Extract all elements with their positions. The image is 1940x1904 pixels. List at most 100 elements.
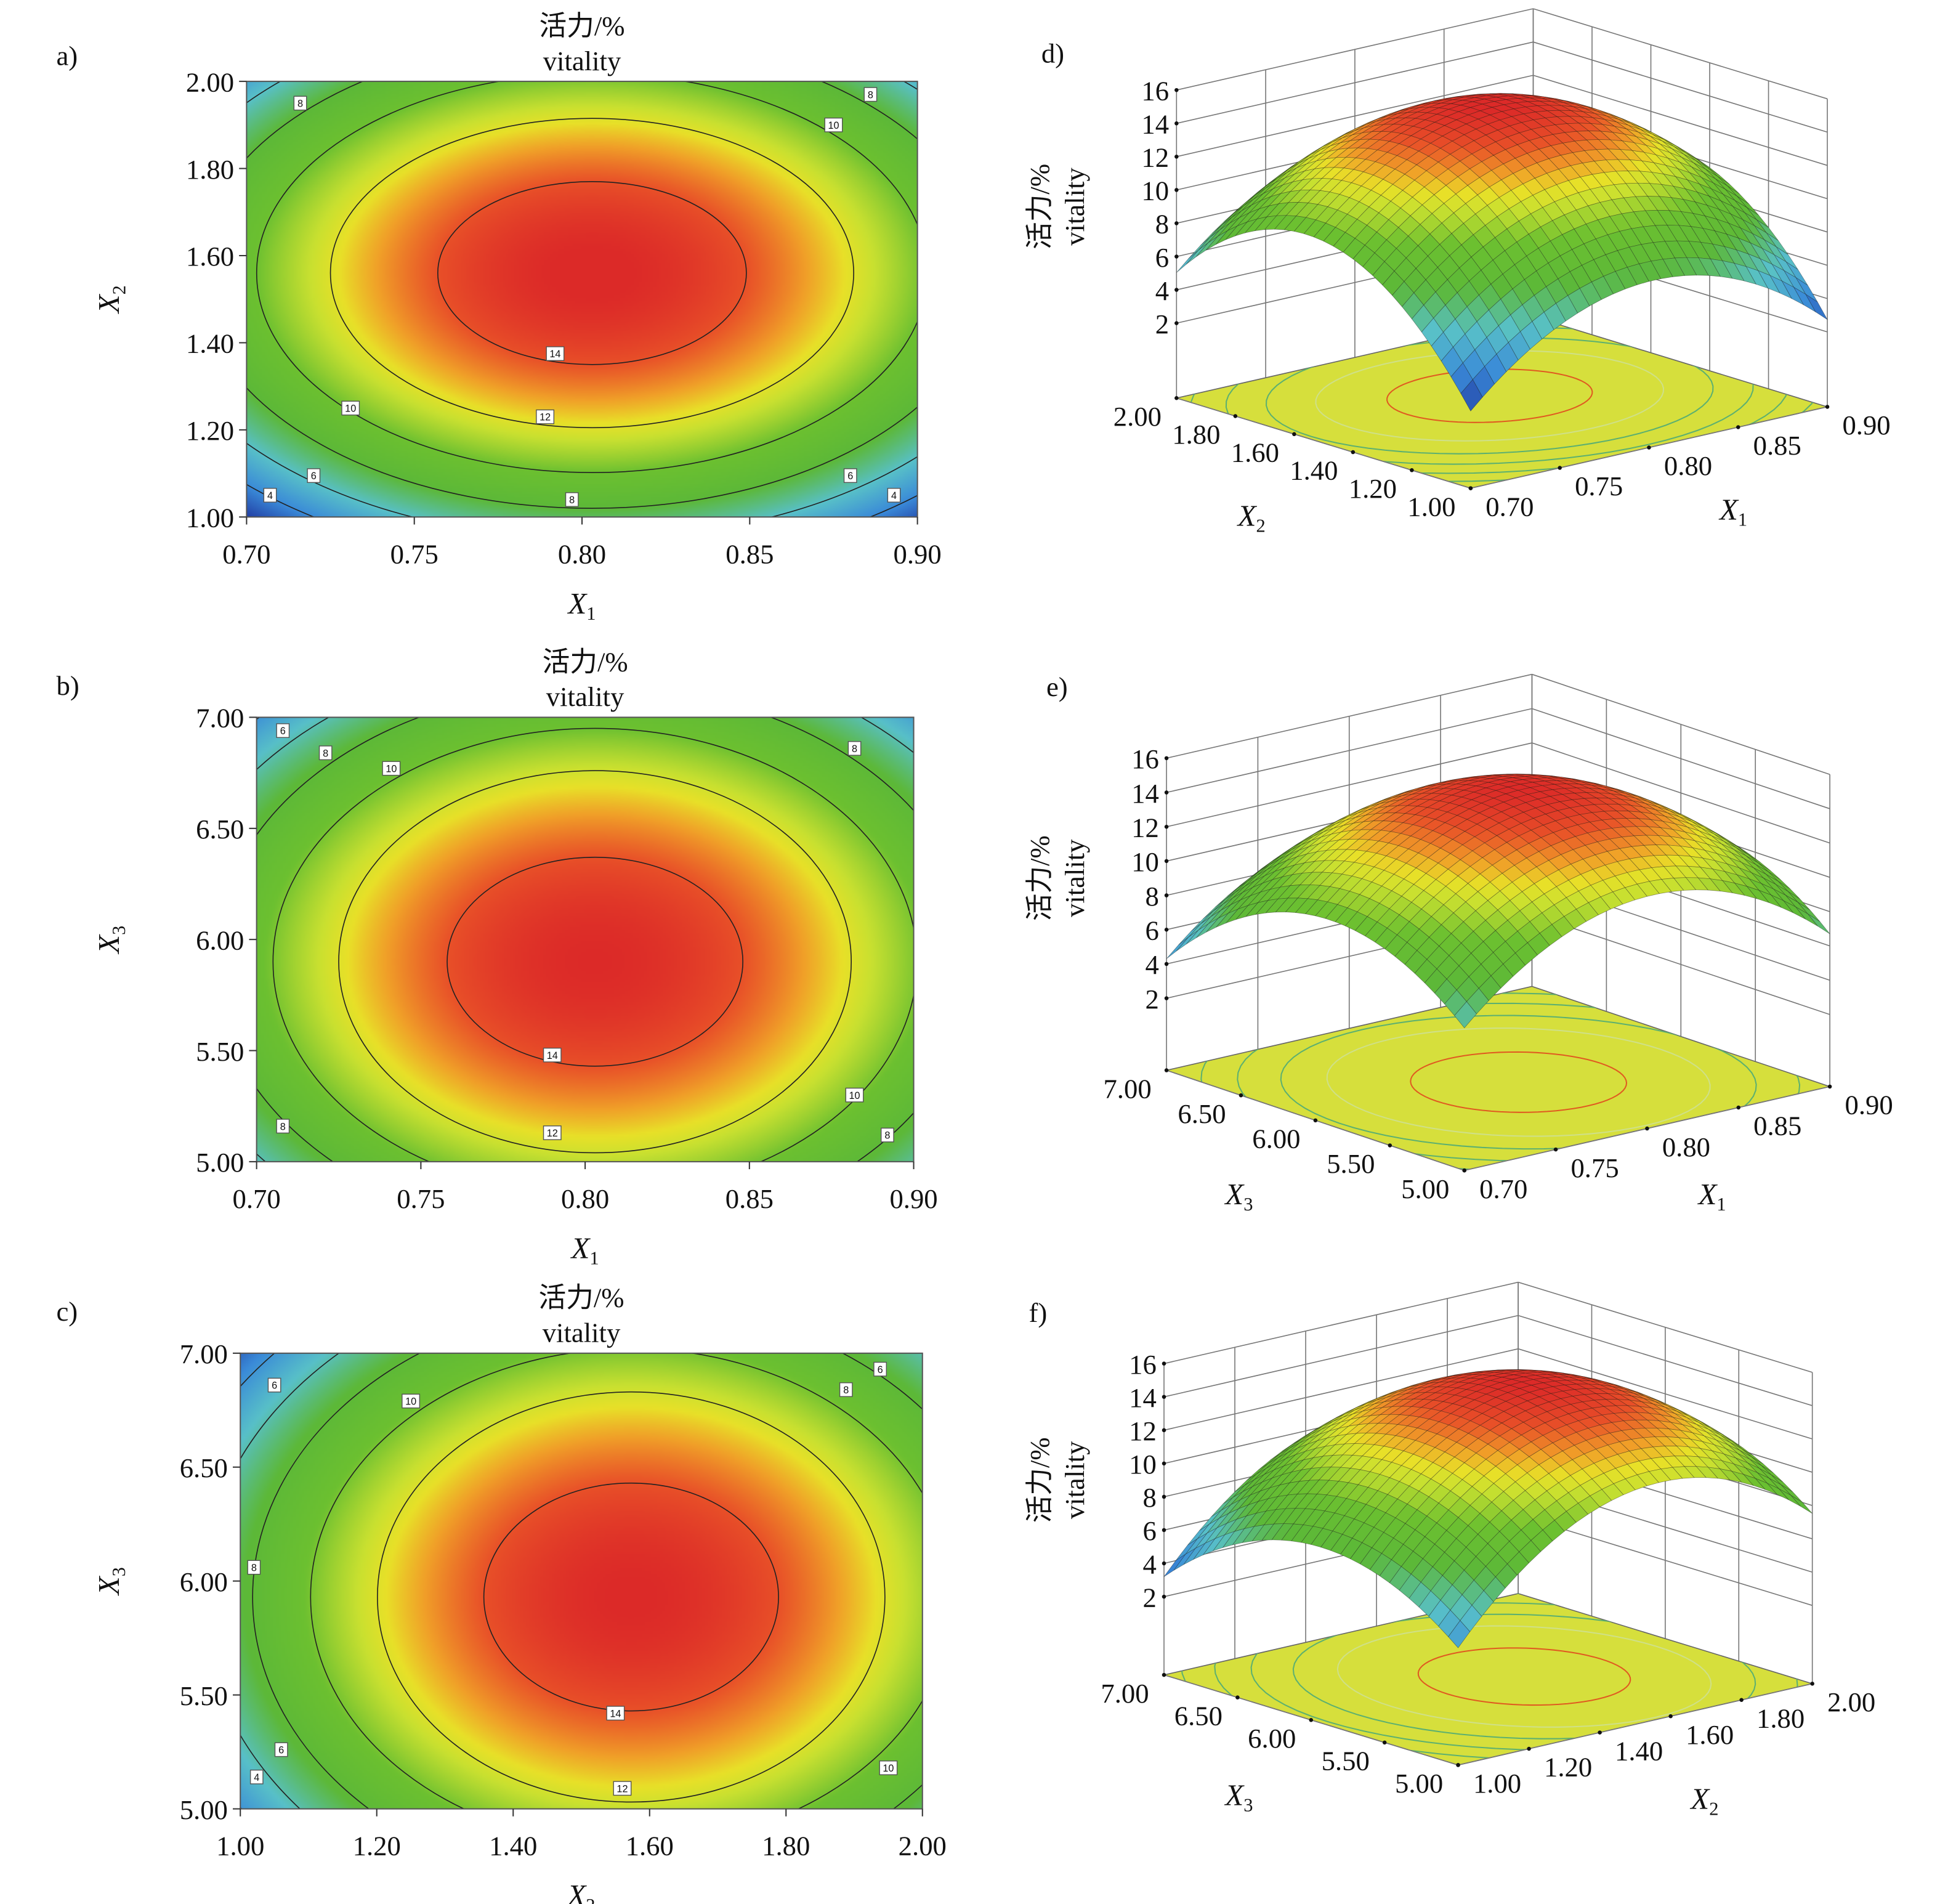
- surface-facet: [1502, 774, 1525, 778]
- wall-gridline: [1163, 1348, 1519, 1431]
- z-axis-label-en: vitality: [1059, 839, 1090, 917]
- z-tick-label: 2: [1142, 1582, 1156, 1613]
- surface-facet: [1728, 1444, 1750, 1459]
- y-tick-label: 1.40: [186, 328, 234, 359]
- y-tick-label: 1.80: [1172, 419, 1220, 450]
- x-tick-label: 1.80: [1756, 1703, 1805, 1733]
- surface-facet: [1176, 250, 1198, 273]
- x-tick-label: 1.00: [216, 1831, 264, 1861]
- axis-label: X3: [1224, 1778, 1253, 1815]
- contour-label: 10: [828, 120, 839, 131]
- contour-label: 8: [569, 495, 575, 506]
- surface-facet: [1485, 1450, 1508, 1467]
- surface-facet: [1234, 218, 1258, 237]
- y-tick: [1456, 1763, 1460, 1767]
- surface-facet: [1404, 786, 1427, 793]
- surface-facet: [1306, 841, 1330, 854]
- surface-facet: [1345, 809, 1368, 820]
- surface-facet: [1614, 1384, 1636, 1393]
- surface-facet: [1460, 379, 1483, 411]
- wall-gridline: [1533, 8, 1828, 100]
- contour-label: 10: [883, 1763, 894, 1774]
- surface-facet: [1425, 809, 1448, 820]
- surface-facet: [1663, 1410, 1685, 1421]
- axis-label: X3: [1224, 1178, 1253, 1215]
- contour-label-box: [543, 1125, 562, 1140]
- surface-facet: [1431, 788, 1454, 795]
- surface-facet: [1575, 1428, 1599, 1441]
- y-tick-label: 5.50: [196, 1036, 244, 1067]
- surface-facet: [1243, 1510, 1267, 1529]
- surface-facet: [1682, 1424, 1705, 1436]
- z-tick-label: 14: [1141, 109, 1169, 140]
- z-axis-label-en: vitality: [1059, 1441, 1090, 1519]
- y-tick: [1164, 1068, 1169, 1072]
- surface-facet: [1387, 799, 1410, 807]
- surface-facet: [1424, 968, 1447, 994]
- surface-facet: [1432, 822, 1456, 835]
- contour-label-box: [887, 488, 901, 503]
- y-tick: [1174, 395, 1179, 400]
- z-tick: [1174, 288, 1179, 292]
- y-tick: [1462, 1168, 1466, 1173]
- surface-facet: [1724, 246, 1747, 267]
- contour-label-box: [565, 492, 579, 507]
- surface-facet: [1252, 1469, 1274, 1487]
- surface-facet: [1436, 780, 1459, 785]
- surface-facet: [1412, 788, 1434, 795]
- z-axis-label-en: vitality: [1059, 167, 1090, 245]
- axis-label: X1: [1697, 1178, 1726, 1215]
- contour-line-12: [338, 770, 852, 1154]
- floor-contour-12: [1336, 1625, 1712, 1728]
- x-tick-label: 0.80: [558, 538, 606, 569]
- surface-facet: [1272, 864, 1295, 880]
- z-tick-label: 10: [1131, 846, 1159, 877]
- surface-facet: [1458, 777, 1481, 781]
- z-tick-label: 4: [1155, 275, 1169, 306]
- surface-facet: [1524, 776, 1547, 779]
- surface-facet: [1436, 1425, 1459, 1438]
- contour-label-box: [824, 117, 843, 132]
- z-tick: [1174, 155, 1179, 159]
- chart-title: 活力/%: [539, 10, 624, 41]
- surface-facet: [1670, 197, 1694, 214]
- contour-label-box: [247, 1560, 261, 1575]
- contour-label: 4: [254, 1772, 259, 1783]
- y-tick-label: 5.00: [196, 1147, 244, 1178]
- surface-facet: [1258, 193, 1282, 209]
- panel-label: e): [1046, 671, 1068, 702]
- z-tick: [1164, 756, 1169, 761]
- surface-facet: [1218, 217, 1240, 237]
- surface-facet: [1354, 916, 1378, 936]
- contour-label: 8: [297, 99, 303, 110]
- x-tick: [1736, 425, 1740, 429]
- y-tick: [1351, 450, 1356, 455]
- contour-label-box: [613, 1781, 632, 1796]
- surface-facet: [1419, 793, 1442, 800]
- surface-facet: [1186, 243, 1208, 265]
- y-tick-label: 7.00: [196, 703, 244, 734]
- chart-title: 活力/%: [543, 646, 628, 677]
- surface-facet: [1660, 144, 1682, 158]
- surface-facet: [1647, 196, 1670, 211]
- contour-line-8: [252, 1353, 923, 1809]
- y-tick-label: 7.00: [1103, 1073, 1151, 1104]
- z-tick-label: 12: [1131, 812, 1159, 843]
- surface-facet: [1453, 784, 1476, 791]
- surface-facet: [1529, 1369, 1551, 1372]
- surface-facet: [1367, 1414, 1391, 1424]
- surface-facet: [1348, 829, 1372, 840]
- z-axis-label: 活力/%: [1024, 1437, 1055, 1523]
- surface-facet: [1534, 1490, 1557, 1510]
- contour-label: 8: [868, 89, 873, 100]
- surface-facet: [1255, 178, 1278, 195]
- surface-facet: [1290, 1433, 1312, 1449]
- surface-facet: [1377, 800, 1400, 809]
- x-tick-label: 1.40: [489, 1831, 537, 1861]
- surface-facet: [1495, 1563, 1518, 1589]
- y-tick: [1233, 414, 1238, 418]
- y-tick-label: 7.00: [1101, 1678, 1149, 1709]
- surface-facet: [1394, 805, 1418, 814]
- surface-facet: [1336, 1482, 1359, 1499]
